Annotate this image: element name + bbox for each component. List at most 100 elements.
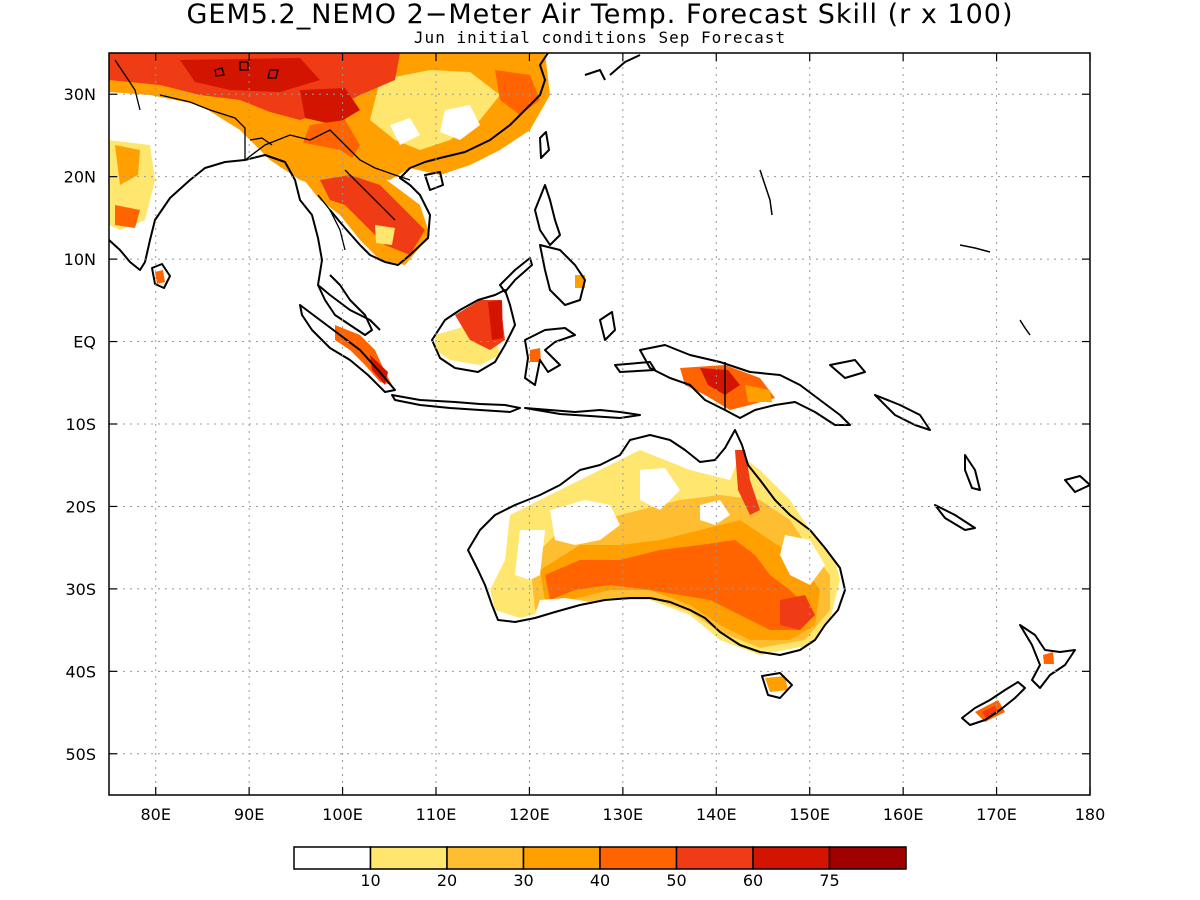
shade-nz-north bbox=[1043, 652, 1054, 664]
shade-australia-white6 bbox=[535, 598, 590, 615]
colorbar-label: 30 bbox=[513, 871, 533, 890]
coast-newbritain bbox=[829, 359, 866, 379]
coast-sulawesi bbox=[524, 327, 576, 386]
shade-australia-white3 bbox=[640, 468, 680, 510]
border-tibet-nepal bbox=[159, 94, 246, 160]
lat-tick-label: 10S bbox=[65, 415, 96, 434]
coast-lessersunda bbox=[524, 407, 641, 419]
coast-newcaledonia bbox=[934, 504, 976, 531]
coast-halmahera bbox=[599, 311, 616, 341]
lat-tick-label: 50S bbox=[65, 745, 96, 764]
country-borders bbox=[114, 59, 411, 251]
lat-tick-label: 40S bbox=[65, 662, 96, 681]
colorbar-label: 50 bbox=[666, 871, 686, 890]
lon-tick-label: 180 bbox=[1075, 805, 1106, 824]
latitude-labels: 30N 20N 10N EQ 10S 20S 30S 40S 50S bbox=[64, 85, 1090, 764]
border-lakes3 bbox=[267, 69, 279, 79]
shade-australia-white1 bbox=[550, 500, 620, 545]
lat-tick-label: EQ bbox=[73, 333, 96, 352]
coast-nz-south bbox=[961, 681, 1026, 726]
coast-vanuatu bbox=[964, 454, 981, 491]
coast-fiji bbox=[1064, 475, 1090, 493]
coast-pacific-isl2 bbox=[1019, 319, 1031, 336]
skill-shading bbox=[109, 53, 1054, 722]
coast-solomons bbox=[874, 394, 931, 431]
colorbar-swatch bbox=[369, 846, 448, 870]
coast-srilanka bbox=[151, 263, 171, 289]
shade-india-orange bbox=[115, 145, 140, 185]
coast-luzon bbox=[534, 184, 561, 246]
shade-india-red bbox=[115, 205, 140, 228]
shade-newguinea-orange bbox=[745, 385, 772, 402]
lat-tick-label: 10N bbox=[64, 250, 96, 269]
colorbar-swatch bbox=[752, 846, 831, 870]
coast-bengal-burma bbox=[244, 154, 381, 331]
coast-marianas bbox=[759, 169, 773, 216]
lat-tick-label: 30S bbox=[65, 580, 96, 599]
gridlines bbox=[109, 53, 1090, 795]
colorbar-swatch bbox=[522, 846, 601, 870]
border-china-south bbox=[244, 129, 411, 181]
lon-tick-label: 140E bbox=[696, 805, 737, 824]
border-bhutan bbox=[249, 137, 273, 146]
colorbar-swatch bbox=[828, 846, 907, 870]
shade-newguinea-red bbox=[700, 368, 740, 395]
coast-japan2 bbox=[584, 69, 606, 81]
map-title: GEM5.2_NEMO 2−Meter Air Temp. Forecast S… bbox=[186, 0, 1014, 30]
shade-tibet-darkred bbox=[180, 58, 320, 92]
coast-malaya bbox=[317, 274, 373, 336]
shade-philippines bbox=[575, 275, 585, 288]
coast-newguinea bbox=[639, 344, 851, 426]
colorbar-label: 75 bbox=[819, 871, 839, 890]
longitude-labels: 80E 90E 100E 110E 120E 130E 140E 150E 160E 170E 18… bbox=[140, 53, 1105, 824]
shade-sulawesi bbox=[530, 348, 541, 362]
colorbar-swatch bbox=[446, 846, 525, 870]
shade-australia-red bbox=[545, 540, 810, 630]
map-subtitle: Jun initial conditions Sep Forecast bbox=[413, 28, 787, 47]
coast-pacific-isl1 bbox=[959, 244, 991, 253]
shade-borneo-darkred bbox=[488, 300, 503, 340]
colorbar: 10 20 30 40 50 60 75 bbox=[293, 846, 907, 890]
lat-tick-label: 20N bbox=[64, 168, 96, 187]
lon-tick-label: 160E bbox=[883, 805, 924, 824]
shade-australia-white4 bbox=[780, 535, 825, 585]
colorbar-swatch bbox=[599, 846, 678, 870]
coastlines bbox=[109, 53, 1090, 726]
border-burma-thai bbox=[317, 194, 346, 251]
shade-tibet-darkred2 bbox=[300, 88, 360, 125]
lon-tick-label: 90E bbox=[234, 805, 264, 824]
shade-tasmania bbox=[765, 676, 788, 692]
shade-australia-red-se bbox=[780, 595, 815, 630]
coast-sumatra bbox=[299, 304, 396, 393]
shade-australia-white2 bbox=[515, 530, 545, 580]
shade-australia-red-strip bbox=[735, 450, 760, 515]
lon-tick-label: 110E bbox=[416, 805, 457, 824]
colorbar-label: 60 bbox=[743, 871, 763, 890]
shade-indochina-white bbox=[375, 225, 395, 245]
border-lakes2 bbox=[239, 61, 249, 71]
coast-hainan bbox=[424, 171, 444, 191]
coast-nz-north bbox=[1019, 624, 1076, 689]
coast-indochina bbox=[329, 157, 441, 266]
coast-tasmania bbox=[761, 672, 793, 699]
coast-borneo bbox=[431, 289, 516, 373]
lat-tick-label: 30N bbox=[64, 85, 96, 104]
coast-australia bbox=[467, 429, 846, 656]
coast-taiwan bbox=[539, 131, 550, 159]
coast-india bbox=[109, 159, 246, 271]
colorbar-label: 20 bbox=[437, 871, 457, 890]
colorbar-swatch bbox=[675, 846, 754, 870]
lon-tick-label: 150E bbox=[789, 805, 830, 824]
coast-japan bbox=[609, 54, 641, 76]
border-india-pak bbox=[114, 59, 141, 111]
coast-china bbox=[439, 53, 549, 159]
coast-visayas bbox=[539, 244, 586, 306]
shade-china-white1 bbox=[440, 105, 480, 140]
map-layer bbox=[109, 53, 1090, 726]
border-laos bbox=[344, 169, 396, 221]
lat-tick-label: 20S bbox=[65, 497, 96, 516]
lon-tick-label: 170E bbox=[976, 805, 1017, 824]
colorbar-label: 40 bbox=[590, 871, 610, 890]
lon-tick-label: 130E bbox=[603, 805, 644, 824]
